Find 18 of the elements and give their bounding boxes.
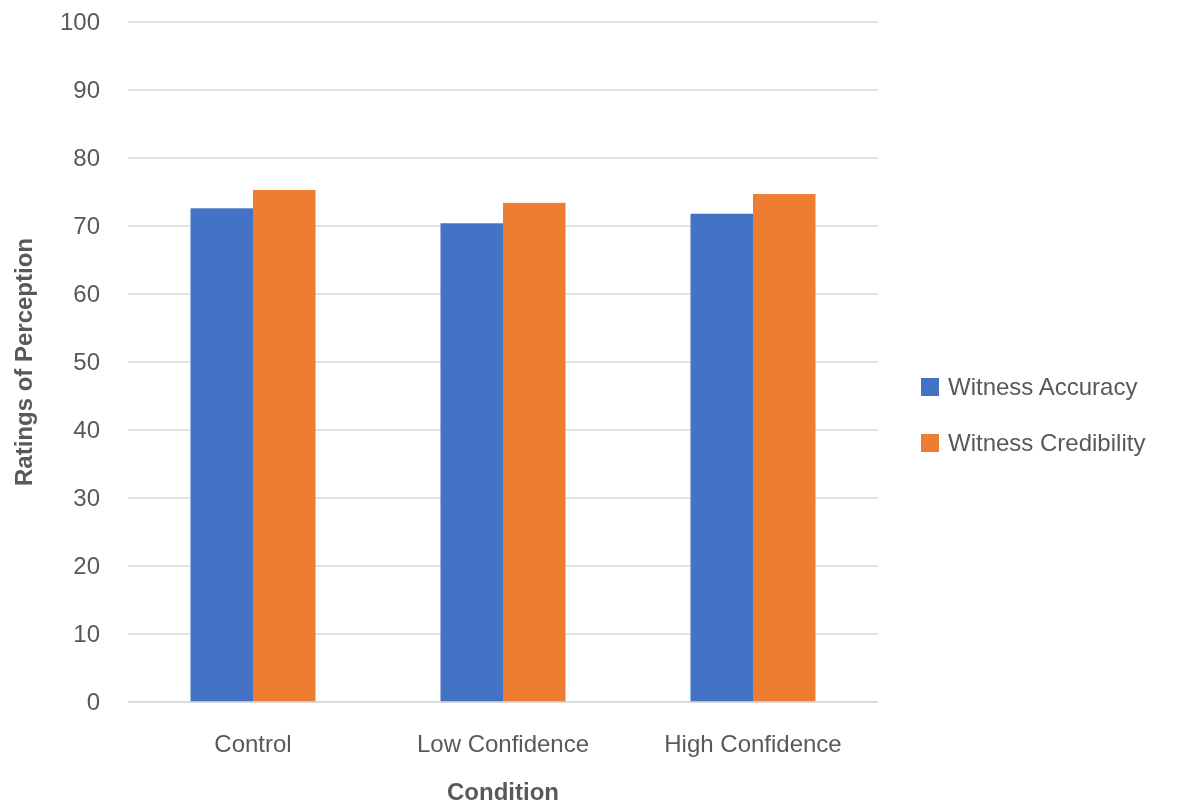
y-axis-title: Ratings of Perception	[10, 237, 37, 487]
y-tick-label: 100	[59, 8, 100, 36]
y-tick-label: 20	[73, 552, 100, 580]
y-tick-label: 70	[73, 212, 100, 240]
legend-label: Witness Credibility	[948, 429, 1146, 457]
y-tick-label: 30	[73, 484, 100, 512]
legend-label: Witness Accuracy	[948, 373, 1138, 401]
x-axis-title: Condition	[447, 778, 559, 805]
y-tick-label: 0	[86, 688, 100, 716]
y-tick-label: 60	[73, 280, 100, 308]
x-tick-label: Low Confidence	[416, 730, 590, 757]
x-tick-label: High Confidence	[664, 730, 842, 757]
y-tick-label: 90	[73, 76, 100, 104]
y-tick-label: 40	[73, 416, 100, 444]
y-tick-label: 10	[73, 620, 100, 648]
x-tick-label: Control	[214, 730, 292, 757]
y-tick-label: 50	[73, 348, 100, 376]
y-tick-label: 80	[73, 144, 100, 172]
